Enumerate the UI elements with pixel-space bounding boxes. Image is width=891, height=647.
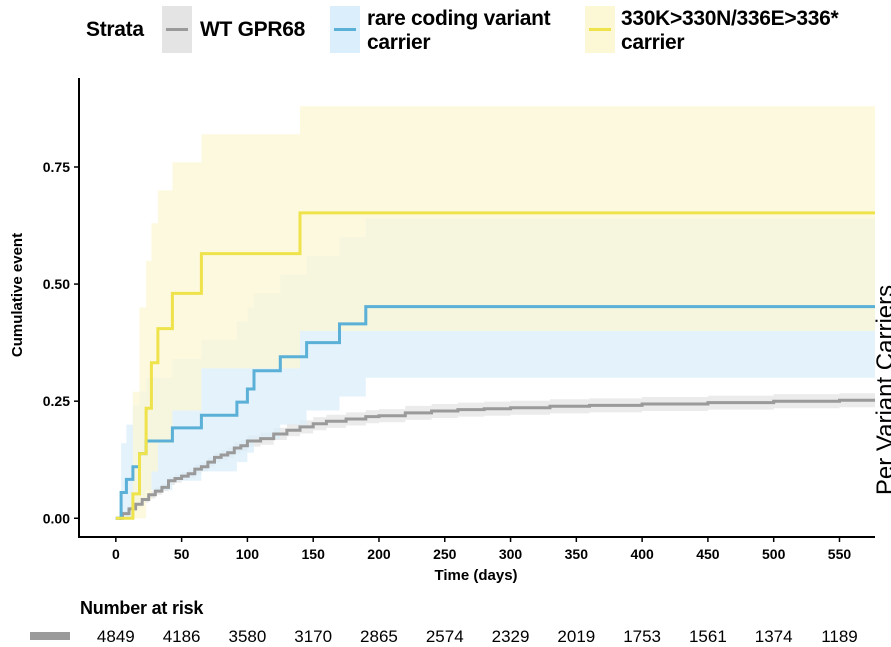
legend-key-wt [162,6,192,53]
series-line-rare [115,305,875,520]
legend-key-rare [330,6,360,53]
risk-count: 1561 [688,627,727,646]
cumulative-event-chart: 0 50 100 150 200 250 300 350 400 450 500 550 0.00 0.2… [9,78,891,584]
x-tick-label: 550 [828,546,852,562]
legend-line-wt [166,28,188,31]
x-tick-label: 250 [433,546,457,562]
risk-count: 2865 [360,627,398,646]
x-tick-label: 450 [696,546,720,562]
x-tick-label: 150 [302,546,326,562]
confidence-bands [115,106,876,519]
risk-count: 2329 [491,627,530,646]
series-line-wt [115,398,875,520]
legend-title: Strata [86,18,144,41]
side-title: Per Variant Carriers [872,285,891,495]
risk-count: 1753 [623,627,662,646]
legend-label-330k: 330K>330N/336E>336* carrier [621,7,839,55]
x-tick-label: 100 [236,546,260,562]
x-tick-label: 350 [565,546,589,562]
legend-label-330k-line1: 330K>330N/336E>336* [621,7,839,30]
legend-label-rare-line2: carrier [367,31,431,54]
y-tick-label: 0.25 [43,393,70,409]
risk-count: 3580 [228,627,267,646]
legend-label-rare: rare coding variant carrier [367,7,551,55]
axes: 0 50 100 150 200 250 300 350 400 450 500 550 0.00 0.2… [43,78,875,562]
risk-table-title: Number at risk [80,598,204,618]
risk-swatch-wt [30,632,70,640]
legend-key-330k [585,6,615,53]
risk-count: 4849 [96,627,135,646]
legend: Strata WT GPR68 rare coding variant carr… [0,0,891,60]
series-lines [115,211,875,520]
x-tick-label: 0 [112,546,120,562]
x-tick-label: 500 [762,546,786,562]
risk-count: 2574 [425,627,464,646]
risk-count: 1374 [754,627,793,646]
ci-band-330k [115,106,876,519]
x-tick-label: 400 [630,546,654,562]
series-line-330k [115,211,875,520]
legend-label-rare-line1: rare coding variant [367,7,551,30]
risk-count: 2019 [557,627,596,646]
legend-line-330k [589,28,611,31]
x-tick-label: 200 [367,546,391,562]
legend-label-330k-line2: carrier [621,31,685,54]
legend-label-wt-line1: WT GPR68 [200,18,305,41]
x-axis-title: Time (days) [434,567,517,584]
risk-count: 3170 [294,627,333,646]
x-tick-label: 50 [174,546,190,562]
risk-count: 1189 [821,627,858,646]
y-axis-title: Cumulative event [9,233,26,357]
y-tick-label: 0.00 [43,510,70,526]
y-tick-label: 0.50 [43,276,70,292]
x-tick-label: 300 [499,546,523,562]
risk-count: 4186 [162,627,201,646]
legend-line-rare [334,28,356,31]
legend-label-wt: WT GPR68 [200,18,305,42]
y-tick-label: 0.75 [43,159,70,175]
